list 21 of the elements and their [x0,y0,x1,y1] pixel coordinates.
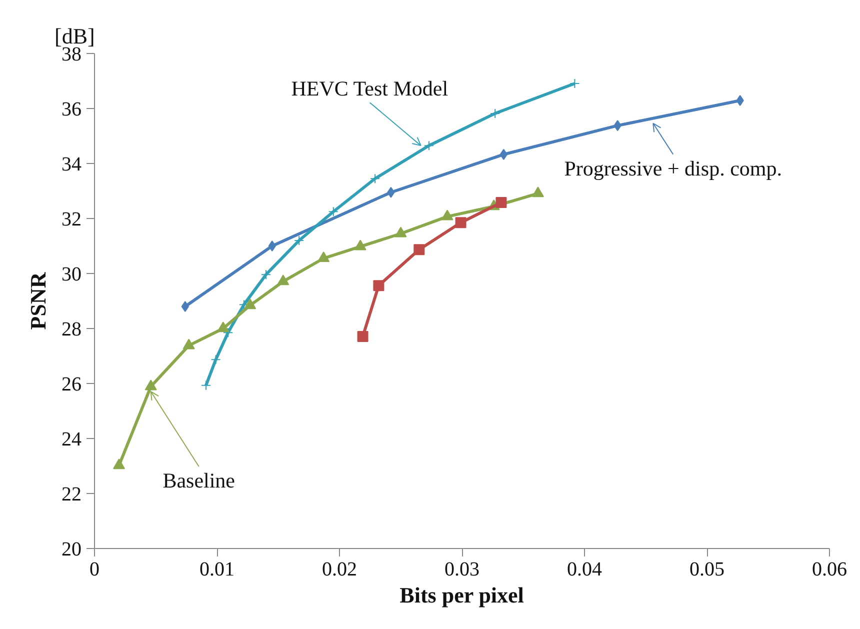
y-tick-label: 24 [62,428,82,450]
y-tick-label: 26 [62,374,82,396]
y-tick-label: 22 [62,484,82,506]
y-tick-label: 32 [62,208,82,230]
y-axis-title: PSNR [26,271,50,330]
y-tick-label: 30 [62,264,82,286]
y-tick-label: 28 [62,318,82,340]
legend-label: Progressive + disp. comp. [564,156,782,180]
x-tick-label: 0.06 [812,558,847,580]
y-tick-label: 36 [62,98,82,120]
x-tick-label: 0.01 [200,558,234,580]
x-tick-label: 0.03 [444,558,480,580]
series-label: HEVC Test Model [291,76,448,101]
x-tick-label: 0.05 [690,558,724,580]
y-tick-label: 20 [62,538,82,560]
y-tick-label: 34 [62,154,82,176]
series-label: Baseline [162,468,236,493]
x-axis-title: Bits per pixel [400,582,524,608]
x-tick-label: 0.04 [567,558,602,580]
x-tick-label: 0.02 [322,558,357,580]
x-tick-label: 0 [90,558,100,580]
